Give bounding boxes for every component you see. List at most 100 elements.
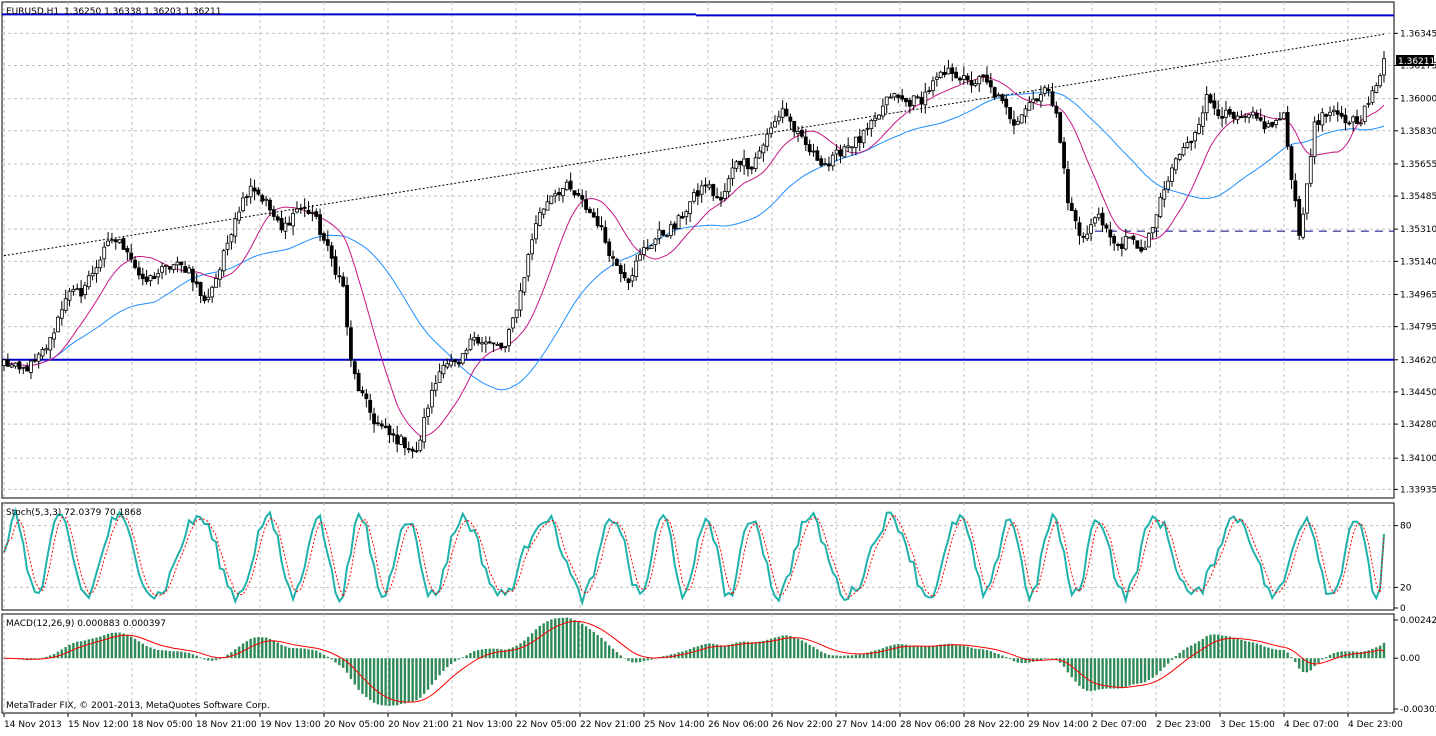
macd-bar	[473, 651, 476, 659]
macd-panel[interactable]: 0.002421 0.00 -0.003028 MACD(12,26,9) 0.00…	[1, 613, 1436, 715]
stoch-lines	[3, 507, 1385, 607]
candle-body	[742, 158, 747, 167]
candle-body	[1324, 114, 1329, 117]
candle-body	[1116, 243, 1120, 247]
candle-body	[241, 197, 245, 211]
candle-body	[86, 275, 91, 288]
candle-body	[63, 298, 68, 311]
candle-body	[121, 238, 126, 250]
candle-body	[1251, 111, 1255, 116]
candle-body	[40, 349, 45, 357]
macd-panel-frame	[1, 613, 1395, 714]
candle-body	[699, 185, 704, 195]
candle-body	[244, 196, 249, 198]
candle-body	[1092, 217, 1097, 224]
candle-body	[449, 360, 454, 366]
macd-bar	[554, 618, 557, 659]
macd-bar	[41, 657, 44, 659]
candle-body	[1208, 94, 1213, 103]
macd-bar	[1240, 639, 1243, 659]
main-panel[interactable]: 1.36345 1.36175 1.36000 1.35830 1.35655 1.354…	[1, 1, 1436, 499]
macd-bar	[808, 644, 811, 659]
candle-body	[1204, 94, 1209, 114]
candle-body	[1112, 236, 1117, 244]
price-tick-label: 1.36000	[1400, 95, 1436, 105]
macd-bar	[781, 635, 784, 659]
candle-body	[487, 341, 492, 344]
candle-body	[545, 201, 550, 211]
macd-bar	[727, 644, 730, 659]
candle-body	[753, 157, 758, 169]
macd-bar	[1120, 658, 1124, 689]
candle-body	[44, 347, 49, 351]
macd-bar	[1089, 658, 1093, 692]
macd-bar	[951, 643, 954, 659]
macd-bar	[1116, 658, 1120, 689]
candle-body	[599, 225, 604, 228]
candle-body	[476, 336, 481, 344]
candle-body	[869, 120, 874, 130]
macd-bar	[137, 641, 141, 659]
macd-bar	[60, 649, 64, 659]
candle-body	[522, 276, 527, 293]
macd-bar	[588, 629, 592, 659]
macd-bar	[322, 654, 326, 659]
macd-bar	[1008, 658, 1012, 660]
candle-body	[426, 407, 430, 417]
macd-bar	[989, 651, 993, 659]
macd-bar	[103, 635, 106, 659]
macd-bar	[1101, 658, 1104, 690]
candle-body	[418, 439, 423, 451]
candle-body	[711, 184, 716, 197]
candle-body	[1335, 110, 1340, 115]
macd-bar	[395, 658, 399, 706]
macd-bar	[56, 651, 60, 659]
macd-bar	[1278, 649, 1282, 659]
candle-body	[896, 94, 901, 98]
candle-body	[780, 108, 785, 118]
candle-body	[776, 116, 781, 122]
current-price-marker	[1396, 55, 1434, 66]
candle-body	[591, 212, 596, 218]
macd-bar	[1139, 658, 1143, 684]
candle-body	[919, 96, 924, 105]
candle-body	[510, 317, 515, 329]
candle-body	[1254, 113, 1259, 119]
candle-body	[291, 213, 296, 227]
time-tick-label: 26 Nov 06:00	[708, 720, 769, 730]
stoch-panel[interactable]: 80 20 0 Stoch(5,3,3) 72.0379 70.1868	[1, 502, 1412, 614]
macd-bar	[877, 649, 881, 659]
price-tick-label: 1.34450	[1400, 388, 1436, 398]
candle-body	[248, 185, 253, 198]
candle-body	[765, 133, 770, 147]
candle-body	[1131, 235, 1136, 240]
macd-bar	[762, 640, 765, 659]
macd-bar	[449, 658, 453, 664]
macd-bar	[1378, 645, 1382, 659]
macd-bar	[203, 658, 206, 660]
candle-body	[345, 285, 349, 328]
candle-body	[1362, 105, 1367, 122]
candle-body	[838, 149, 843, 157]
macd-bar	[91, 638, 94, 659]
main-panel-frame	[1, 1, 1395, 499]
candle-body	[784, 108, 789, 117]
slow-ma-line	[3, 91, 1385, 391]
candle-body	[1216, 109, 1221, 116]
price-tick-label: 1.36345	[1400, 29, 1436, 39]
candle-body	[1170, 167, 1174, 182]
candle-body	[580, 195, 585, 200]
macd-bar	[758, 641, 761, 659]
candle-body	[1293, 180, 1298, 202]
candle-body	[514, 309, 519, 318]
candle-body	[75, 288, 80, 291]
macd-bar	[542, 623, 545, 659]
macd-bar	[723, 645, 727, 659]
macd-bar	[931, 645, 935, 659]
time-tick-label: 18 Nov 05:00	[132, 720, 193, 730]
candle-body	[1370, 90, 1375, 103]
macd-bar	[935, 645, 939, 659]
candle-body	[410, 448, 415, 452]
